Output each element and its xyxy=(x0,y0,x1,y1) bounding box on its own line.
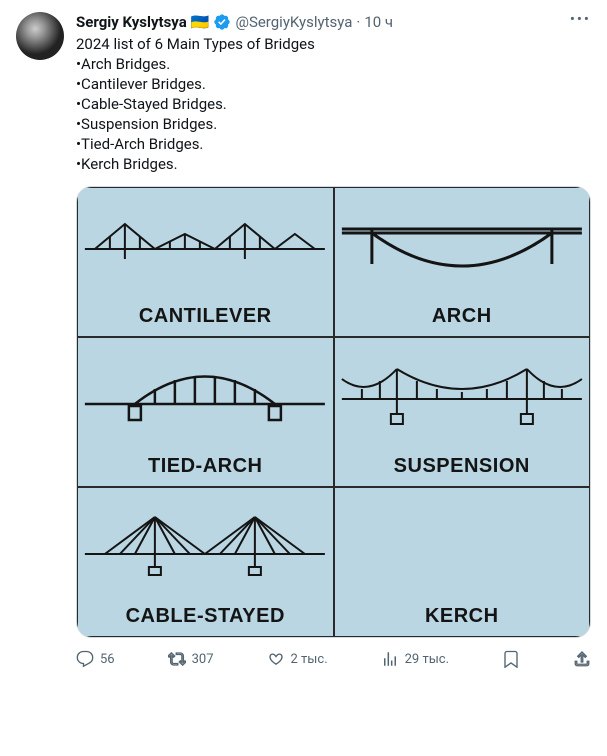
cell-label: TIED-ARCH xyxy=(148,455,263,478)
tweet-header: Sergiy Kyslytsya 🇺🇦 @SergiyKyslytsya · 1… xyxy=(76,12,591,32)
reply-button[interactable]: 56 xyxy=(76,650,115,668)
cell-arch: ARCH xyxy=(334,187,591,337)
like-button[interactable]: 2 тыс. xyxy=(267,650,328,668)
cell-suspension: SUSPENSION xyxy=(334,337,591,487)
bridge-tied-arch-icon xyxy=(78,338,333,449)
separator: · xyxy=(356,12,360,32)
avatar[interactable] xyxy=(16,12,64,60)
cell-label: CABLE-STAYED xyxy=(126,605,285,628)
retweet-button[interactable]: 307 xyxy=(168,650,214,668)
view-count: 29 тыс. xyxy=(405,652,449,667)
bridge-arch-icon xyxy=(335,188,590,299)
verified-badge-icon xyxy=(213,13,231,31)
timestamp[interactable]: 10 ч xyxy=(364,12,393,32)
tweet: Sergiy Kyslytsya 🇺🇦 @SergiyKyslytsya · 1… xyxy=(0,0,607,680)
views-button[interactable]: 29 тыс. xyxy=(381,650,449,668)
bridge-cantilever-icon xyxy=(78,188,333,299)
bridge-suspension-icon xyxy=(335,338,590,449)
bookmark-button[interactable] xyxy=(502,650,520,668)
handle[interactable]: @SergiyKyslytsya xyxy=(235,12,352,32)
display-name[interactable]: Sergiy Kyslytsya xyxy=(76,12,187,32)
like-count: 2 тыс. xyxy=(291,652,328,667)
flag-emoji: 🇺🇦 xyxy=(191,12,210,32)
media-attachment[interactable]: CANTILEVER xyxy=(76,186,591,638)
cell-label: SUSPENSION xyxy=(394,455,530,478)
cell-label: CANTILEVER xyxy=(139,305,272,328)
cell-label: ARCH xyxy=(432,305,492,328)
share-button[interactable] xyxy=(573,650,591,668)
retweet-count: 307 xyxy=(192,652,214,667)
cell-kerch: KERCH xyxy=(334,487,591,637)
cell-label: KERCH xyxy=(425,605,499,628)
bridge-kerch-icon xyxy=(335,488,590,599)
action-bar: 56 307 2 тыс. 29 тыс. xyxy=(76,650,591,668)
reply-count: 56 xyxy=(100,652,115,667)
cell-cable-stayed: CABLE-STAYED xyxy=(77,487,334,637)
more-button[interactable]: ••• xyxy=(570,10,591,28)
bridge-cable-stayed-icon xyxy=(78,488,333,599)
cell-cantilever: CANTILEVER xyxy=(77,187,334,337)
tweet-content: Sergiy Kyslytsya 🇺🇦 @SergiyKyslytsya · 1… xyxy=(76,12,591,668)
tweet-text: 2024 list of 6 Main Types of Bridges •Ar… xyxy=(76,34,591,174)
cell-tied-arch: TIED-ARCH xyxy=(77,337,334,487)
bridge-grid: CANTILEVER xyxy=(77,187,590,637)
